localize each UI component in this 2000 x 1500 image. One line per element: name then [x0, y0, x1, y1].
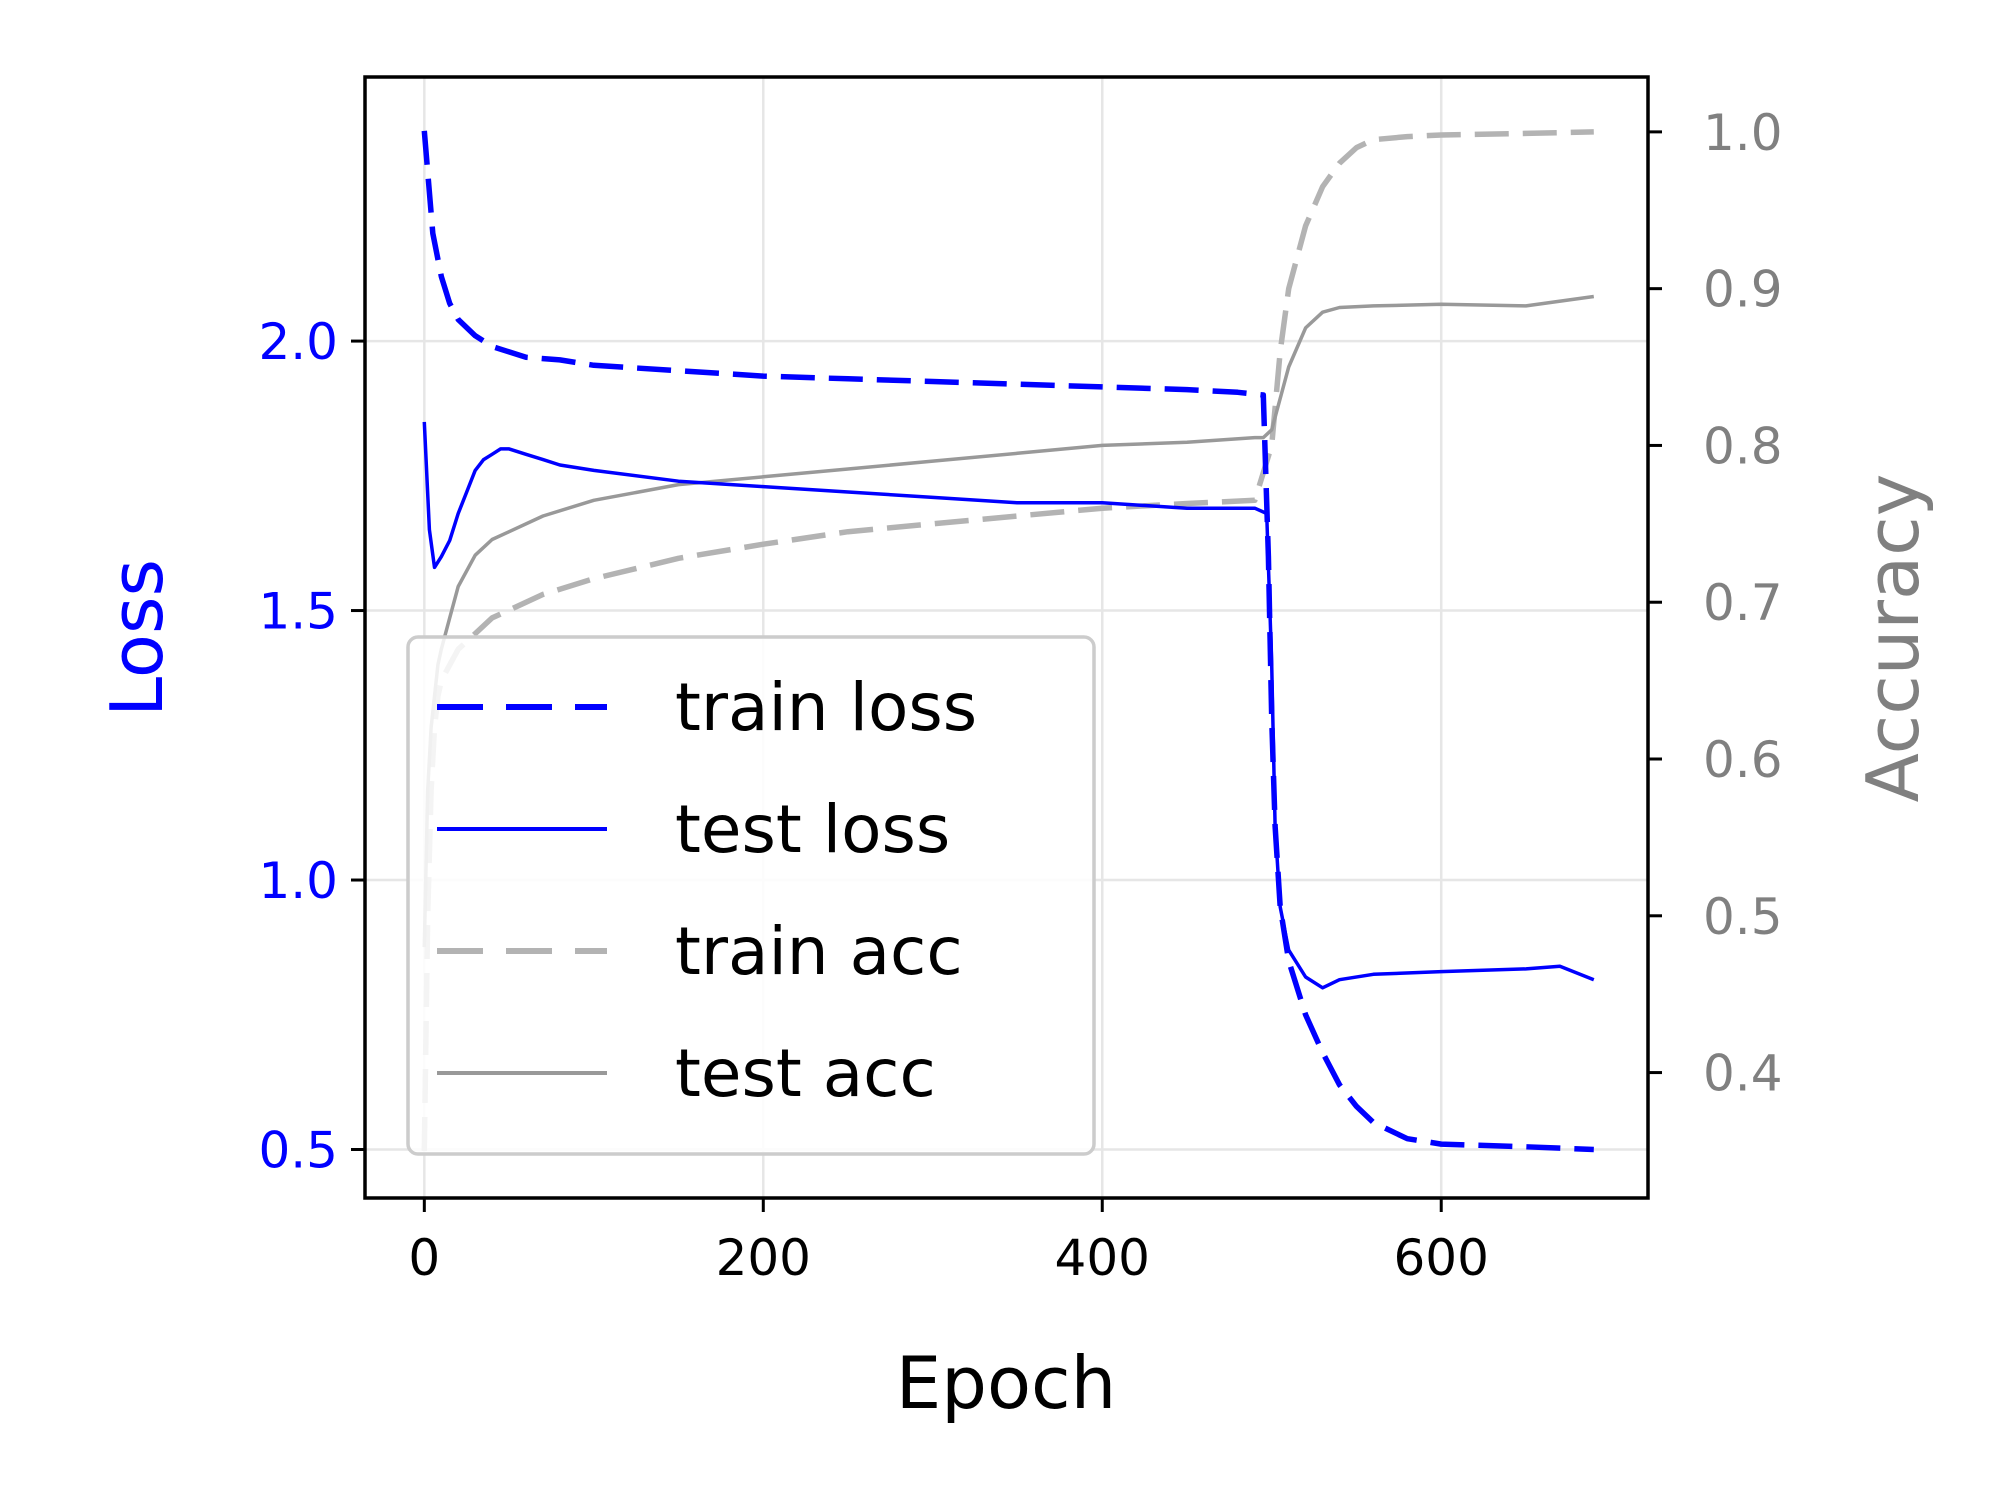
- right-y-tick-label-2: 0.6: [1703, 731, 1783, 789]
- left-y-axis-ticks: 0.5 1.0 1.5 2.0: [258, 313, 365, 1179]
- legend: train loss test loss train acc test acc: [406, 635, 1096, 1156]
- train-acc-line: [421, 129, 1594, 1152]
- right-y-tick-label-3: 0.7: [1703, 574, 1783, 632]
- right-y-tick-label-0: 0.4: [1703, 1045, 1783, 1103]
- left-y-tick-label-1: 1.0: [258, 852, 338, 910]
- train-loss-line: [421, 130, 1594, 1153]
- x-axis-ticks: 0 200 400 600: [408, 1198, 1489, 1287]
- left-y-tick-label-3: 2.0: [258, 313, 338, 371]
- left-y-tick-label-2: 1.5: [258, 583, 338, 641]
- legend-box: [406, 635, 1096, 1156]
- right-y-axis-label: Accuracy: [1851, 474, 1935, 803]
- right-y-axis-ticks: 0.4 0.5 0.6 0.7 0.8 0.9 1.0: [1648, 104, 1783, 1103]
- legend-label-test-loss: test loss: [675, 791, 950, 868]
- right-y-tick-label-5: 0.9: [1703, 261, 1783, 319]
- right-y-tick-label-1: 0.5: [1703, 888, 1783, 946]
- legend-label-test-acc: test acc: [675, 1035, 936, 1112]
- x-tick-label-0: 0: [408, 1229, 440, 1287]
- x-tick-label-2: 400: [1055, 1229, 1150, 1287]
- left-y-tick-label-0: 0.5: [258, 1121, 338, 1179]
- right-y-tick-label-4: 0.8: [1703, 417, 1783, 475]
- legend-label-train-acc: train acc: [675, 913, 963, 990]
- x-tick-label-3: 600: [1394, 1229, 1489, 1287]
- left-y-axis-label: Loss: [95, 559, 179, 717]
- test-loss-line: [422, 421, 1595, 990]
- plot-frame: [363, 75, 1650, 1200]
- legend-label-train-loss: train loss: [675, 669, 977, 746]
- x-axis-label: Epoch: [896, 1341, 1116, 1425]
- right-y-tick-label-6: 1.0: [1703, 104, 1783, 162]
- x-tick-label-1: 200: [716, 1229, 811, 1287]
